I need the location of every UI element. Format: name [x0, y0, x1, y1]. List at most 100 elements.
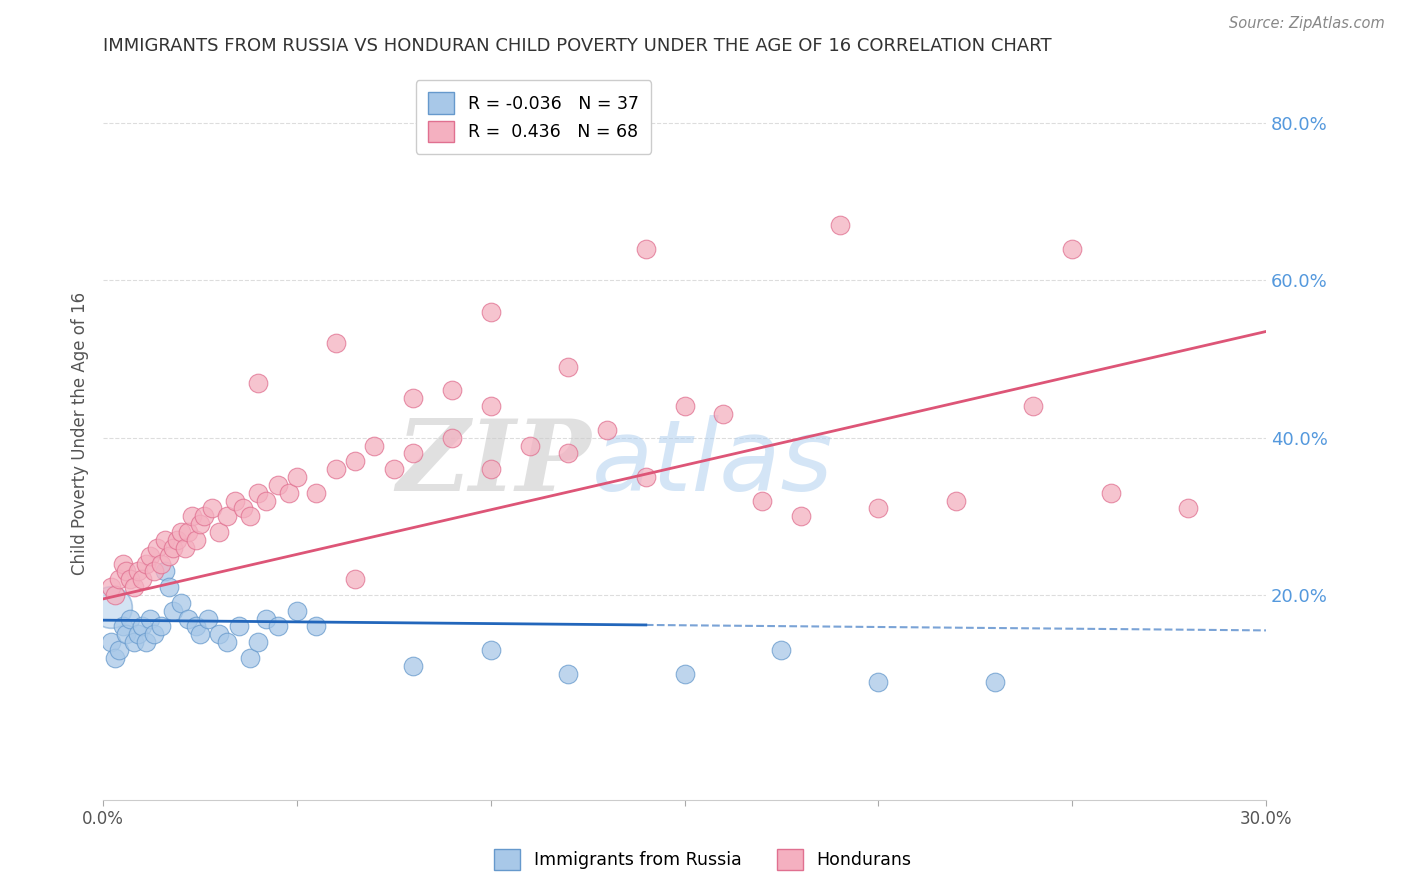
Point — [177, 524, 200, 539]
Point — [440, 431, 463, 445]
Point — [122, 635, 145, 649]
Point — [479, 305, 502, 319]
Point — [254, 493, 277, 508]
Point — [751, 493, 773, 508]
Point — [138, 549, 160, 563]
Point — [344, 454, 367, 468]
Point — [111, 557, 134, 571]
Point — [285, 470, 308, 484]
Point — [983, 674, 1005, 689]
Point — [107, 643, 129, 657]
Point — [711, 407, 734, 421]
Point — [382, 462, 405, 476]
Point — [162, 604, 184, 618]
Point — [557, 446, 579, 460]
Point — [100, 635, 122, 649]
Point — [188, 517, 211, 532]
Point — [519, 438, 541, 452]
Point — [169, 524, 191, 539]
Point — [596, 423, 619, 437]
Point — [945, 493, 967, 508]
Point — [208, 627, 231, 641]
Point — [197, 611, 219, 625]
Point — [100, 599, 122, 614]
Point — [100, 580, 122, 594]
Point — [162, 541, 184, 555]
Point — [479, 462, 502, 476]
Point — [173, 541, 195, 555]
Point — [1099, 485, 1122, 500]
Point — [402, 392, 425, 406]
Point — [122, 580, 145, 594]
Point — [169, 596, 191, 610]
Point — [557, 666, 579, 681]
Text: ZIP: ZIP — [396, 415, 592, 511]
Point — [142, 565, 165, 579]
Point — [104, 651, 127, 665]
Point — [790, 509, 813, 524]
Point — [142, 627, 165, 641]
Point — [186, 533, 208, 547]
Point — [153, 533, 176, 547]
Point — [402, 446, 425, 460]
Point — [127, 627, 149, 641]
Point — [828, 219, 851, 233]
Point — [1022, 399, 1045, 413]
Point — [557, 359, 579, 374]
Point — [135, 635, 157, 649]
Point — [186, 619, 208, 633]
Point — [1177, 501, 1199, 516]
Point — [305, 619, 328, 633]
Point — [115, 565, 138, 579]
Point — [127, 565, 149, 579]
Point — [770, 643, 793, 657]
Point — [278, 485, 301, 500]
Point — [120, 611, 142, 625]
Point — [138, 611, 160, 625]
Point — [181, 509, 204, 524]
Point — [868, 674, 890, 689]
Point — [153, 565, 176, 579]
Point — [363, 438, 385, 452]
Point — [440, 384, 463, 398]
Point — [254, 611, 277, 625]
Point — [157, 580, 180, 594]
Point — [868, 501, 890, 516]
Point — [247, 376, 270, 390]
Point — [188, 627, 211, 641]
Point — [224, 493, 246, 508]
Point — [131, 572, 153, 586]
Point — [247, 635, 270, 649]
Text: atlas: atlas — [592, 415, 834, 511]
Point — [239, 509, 262, 524]
Point — [479, 643, 502, 657]
Point — [247, 485, 270, 500]
Point — [266, 619, 288, 633]
Point — [107, 572, 129, 586]
Point — [120, 572, 142, 586]
Y-axis label: Child Poverty Under the Age of 16: Child Poverty Under the Age of 16 — [72, 293, 89, 575]
Point — [266, 478, 288, 492]
Point — [1062, 242, 1084, 256]
Point — [131, 619, 153, 633]
Point — [402, 658, 425, 673]
Point — [166, 533, 188, 547]
Point — [157, 549, 180, 563]
Point — [193, 509, 215, 524]
Text: IMMIGRANTS FROM RUSSIA VS HONDURAN CHILD POVERTY UNDER THE AGE OF 16 CORRELATION: IMMIGRANTS FROM RUSSIA VS HONDURAN CHILD… — [103, 37, 1052, 55]
Point — [146, 541, 169, 555]
Point — [673, 666, 696, 681]
Point — [201, 501, 224, 516]
Point — [634, 242, 657, 256]
Point — [239, 651, 262, 665]
Point — [177, 611, 200, 625]
Point — [325, 462, 347, 476]
Point — [634, 470, 657, 484]
Point — [673, 399, 696, 413]
Point — [305, 485, 328, 500]
Point — [217, 509, 239, 524]
Point — [208, 524, 231, 539]
Point — [232, 501, 254, 516]
Point — [217, 635, 239, 649]
Point — [479, 399, 502, 413]
